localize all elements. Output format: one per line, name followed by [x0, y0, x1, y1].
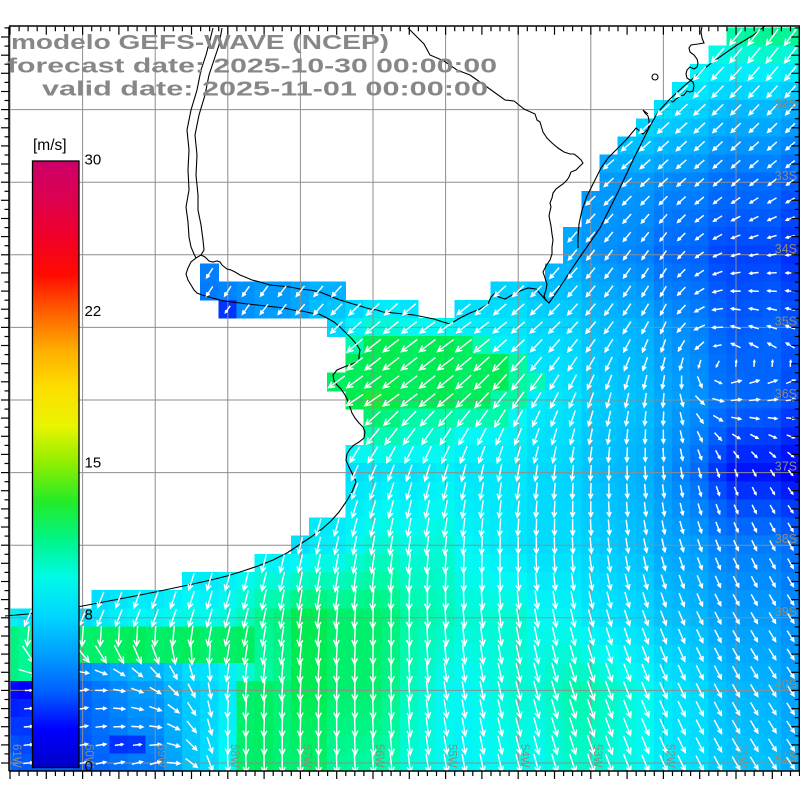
svg-text:32S: 32S	[775, 97, 797, 111]
svg-text:36S: 36S	[775, 387, 797, 401]
svg-text:55W: 55W	[446, 744, 458, 768]
svg-text:57W: 57W	[300, 744, 312, 768]
svg-text:40S: 40S	[775, 677, 797, 691]
svg-text:modelo GEFS-WAVE (NCEP): modelo GEFS-WAVE (NCEP)	[11, 32, 389, 54]
svg-text:41S: 41S	[775, 750, 797, 764]
svg-text:59W: 59W	[155, 744, 167, 768]
svg-text:[m/s]: [m/s]	[33, 137, 67, 154]
svg-text:0: 0	[85, 758, 93, 775]
svg-text:valid date: 2025-11-01 00:00:0: valid date: 2025-11-01 00:00:00	[42, 79, 488, 101]
svg-text:15: 15	[85, 455, 102, 472]
svg-text:60W: 60W	[83, 744, 95, 768]
svg-text:56W: 56W	[373, 744, 385, 768]
svg-text:33S: 33S	[775, 169, 797, 183]
svg-text:22: 22	[85, 303, 102, 320]
svg-text:38S: 38S	[775, 532, 797, 546]
svg-text:37S: 37S	[775, 460, 797, 474]
svg-text:39S: 39S	[775, 605, 797, 619]
svg-text:51W: 51W	[736, 744, 748, 768]
svg-text:61W: 61W	[10, 744, 22, 768]
svg-text:53W: 53W	[591, 744, 603, 768]
svg-text:34S: 34S	[775, 242, 797, 256]
svg-text:52W: 52W	[663, 744, 675, 768]
svg-text:30: 30	[85, 152, 102, 169]
svg-text:54W: 54W	[518, 744, 530, 768]
svg-text:58W: 58W	[228, 744, 240, 768]
svg-text:35S: 35S	[775, 314, 797, 328]
svg-text:forecast date: 2025-10-30 00:0: forecast date: 2025-10-30 00:00:00	[7, 56, 497, 78]
svg-text:8: 8	[85, 606, 93, 623]
